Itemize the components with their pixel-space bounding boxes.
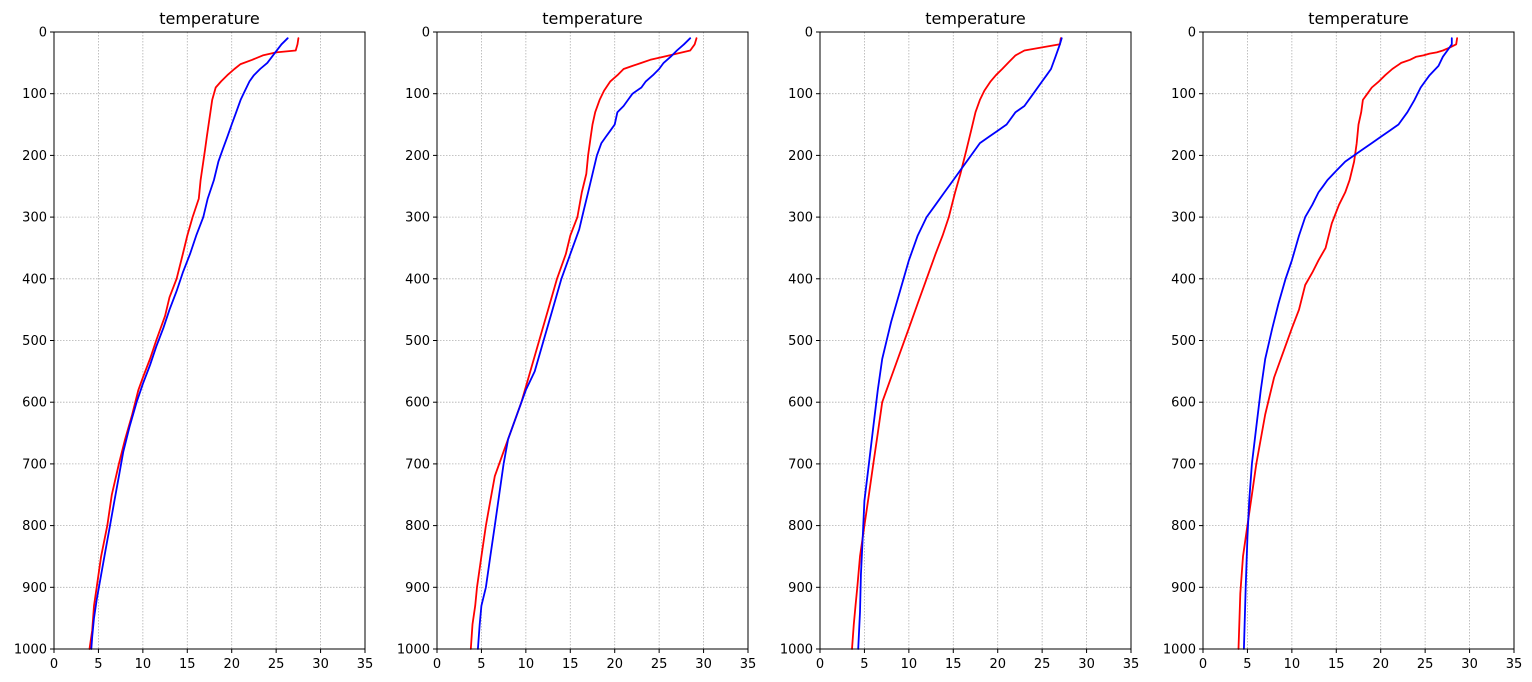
x-tick-label: 5 bbox=[94, 657, 102, 672]
x-tick-label: 25 bbox=[1034, 657, 1051, 672]
y-tick-label: 0 bbox=[39, 26, 47, 41]
x-tick-label: 20 bbox=[1372, 657, 1389, 672]
x-tick-label: 25 bbox=[651, 657, 668, 672]
x-tick-label: 30 bbox=[1461, 657, 1478, 672]
y-tick-label: 100 bbox=[788, 87, 813, 102]
x-tick-label: 20 bbox=[989, 657, 1006, 672]
x-tick-label: 10 bbox=[135, 657, 152, 672]
y-tick-label: 200 bbox=[788, 149, 813, 164]
chart-panel-3: 0 5 10 15 20 25 30 35 0 100 200 300 400 500 600 700 800 9… bbox=[780, 9, 1139, 672]
panel-title: temperature bbox=[542, 9, 643, 28]
y-tick-label: 600 bbox=[788, 396, 813, 411]
y-tick-label: 500 bbox=[1171, 334, 1196, 349]
x-tick-label: 35 bbox=[740, 657, 757, 672]
panel-title: temperature bbox=[1308, 9, 1409, 28]
y-tick-label: 700 bbox=[788, 457, 813, 472]
y-tick-label: 1000 bbox=[780, 643, 813, 658]
y-tick-label: 300 bbox=[405, 211, 430, 226]
y-tick-label: 400 bbox=[1171, 272, 1196, 287]
x-tick-label: 30 bbox=[695, 657, 712, 672]
x-tick-label: 15 bbox=[1328, 657, 1345, 672]
x-tick-label: 30 bbox=[312, 657, 329, 672]
y-tick-label: 200 bbox=[1171, 149, 1196, 164]
chart-panel-1: 0 5 10 15 20 25 30 35 0 100 200 300 400 500 600 700 800 9… bbox=[14, 9, 373, 672]
x-tick-label: 15 bbox=[179, 657, 196, 672]
x-tick-label: 0 bbox=[1199, 657, 1207, 672]
y-tick-label: 900 bbox=[22, 581, 47, 596]
y-tick-label: 500 bbox=[788, 334, 813, 349]
x-tick-label: 0 bbox=[433, 657, 441, 672]
chart-panel-2: 0 5 10 15 20 25 30 35 0 100 200 300 400 500 600 700 800 9… bbox=[397, 9, 756, 672]
y-tick-label: 600 bbox=[1171, 396, 1196, 411]
y-tick-label: 1000 bbox=[14, 643, 47, 658]
y-tick-label: 900 bbox=[1171, 581, 1196, 596]
x-tick-label: 15 bbox=[945, 657, 962, 672]
y-tick-label: 100 bbox=[405, 87, 430, 102]
series-line-2 bbox=[476, 37, 692, 650]
y-tick-label: 800 bbox=[788, 519, 813, 534]
y-tick-label: 1000 bbox=[397, 643, 430, 658]
y-tick-label: 300 bbox=[1171, 211, 1196, 226]
panel-title: temperature bbox=[925, 9, 1026, 28]
y-tick-label: 200 bbox=[22, 149, 47, 164]
x-tick-label: 20 bbox=[223, 657, 240, 672]
chart-panel-4: 0 5 10 15 20 25 30 35 0 100 200 300 400 500 600 700 800 9… bbox=[1163, 9, 1522, 672]
series-line-2 bbox=[857, 37, 1063, 650]
y-tick-label: 900 bbox=[788, 581, 813, 596]
x-tick-label: 10 bbox=[901, 657, 918, 672]
x-tick-label: 5 bbox=[860, 657, 868, 672]
series-line-1 bbox=[851, 37, 1062, 650]
y-tick-label: 900 bbox=[405, 581, 430, 596]
y-tick-label: 400 bbox=[405, 272, 430, 287]
y-tick-label: 100 bbox=[1171, 87, 1196, 102]
x-tick-label: 35 bbox=[1506, 657, 1523, 672]
x-tick-label: 25 bbox=[1417, 657, 1434, 672]
x-tick-label: 30 bbox=[1078, 657, 1095, 672]
y-tick-label: 700 bbox=[22, 457, 47, 472]
x-tick-label: 5 bbox=[477, 657, 485, 672]
x-tick-label: 0 bbox=[50, 657, 58, 672]
y-tick-label: 0 bbox=[1188, 26, 1196, 41]
y-tick-label: 700 bbox=[1171, 457, 1196, 472]
x-tick-label: 10 bbox=[1284, 657, 1301, 672]
series-line-2 bbox=[1243, 37, 1453, 650]
series-line-2 bbox=[90, 37, 289, 650]
y-tick-label: 400 bbox=[788, 272, 813, 287]
y-tick-label: 700 bbox=[405, 457, 430, 472]
y-tick-label: 200 bbox=[405, 149, 430, 164]
y-tick-label: 600 bbox=[405, 396, 430, 411]
x-tick-label: 20 bbox=[606, 657, 623, 672]
x-tick-label: 35 bbox=[357, 657, 374, 672]
y-tick-label: 300 bbox=[788, 211, 813, 226]
series-line-1 bbox=[469, 37, 698, 650]
x-tick-label: 0 bbox=[816, 657, 824, 672]
x-tick-label: 15 bbox=[562, 657, 579, 672]
y-tick-label: 800 bbox=[22, 519, 47, 534]
x-tick-label: 25 bbox=[268, 657, 285, 672]
y-tick-label: 100 bbox=[22, 87, 47, 102]
y-tick-label: 500 bbox=[22, 334, 47, 349]
y-tick-label: 300 bbox=[22, 211, 47, 226]
y-tick-label: 500 bbox=[405, 334, 430, 349]
series-line-1 bbox=[88, 37, 300, 650]
y-tick-label: 800 bbox=[405, 519, 430, 534]
x-tick-label: 5 bbox=[1243, 657, 1251, 672]
y-tick-label: 400 bbox=[22, 272, 47, 287]
y-tick-label: 1000 bbox=[1163, 643, 1196, 658]
y-tick-label: 0 bbox=[422, 26, 430, 41]
x-tick-label: 35 bbox=[1123, 657, 1140, 672]
series-line-1 bbox=[1237, 37, 1458, 650]
y-tick-label: 600 bbox=[22, 396, 47, 411]
panel-title: temperature bbox=[159, 9, 260, 28]
y-tick-label: 0 bbox=[805, 26, 813, 41]
y-tick-label: 800 bbox=[1171, 519, 1196, 534]
x-tick-label: 10 bbox=[518, 657, 535, 672]
